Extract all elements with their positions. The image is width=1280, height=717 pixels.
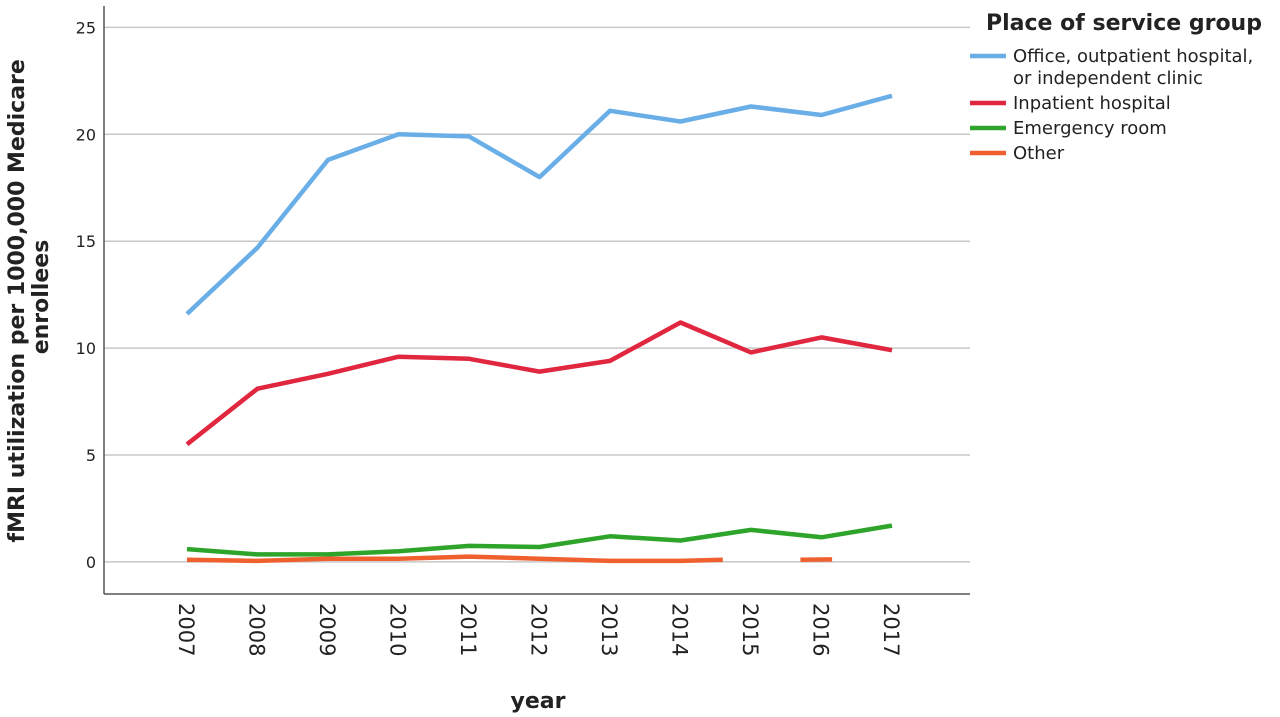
y-tick-label: 20 xyxy=(76,125,96,144)
legend-items: Office, outpatient hospital,or independe… xyxy=(970,46,1253,164)
legend: Place of service group Office, outpatien… xyxy=(970,11,1262,164)
x-tick-label: 2009 xyxy=(315,603,339,656)
series-line-1 xyxy=(185,320,893,447)
legend-label-0: or independent clinic xyxy=(1013,68,1203,89)
x-tick-label: 2007 xyxy=(174,603,198,656)
y-tick-label: 25 xyxy=(76,18,96,37)
x-tick-label: 2017 xyxy=(879,603,903,656)
legend-label-1: Inpatient hospital xyxy=(1013,93,1171,114)
series-line-0 xyxy=(185,93,893,316)
y-axis-ticks: 0 5 10 15 20 25 xyxy=(76,18,96,572)
y-axis-title: fMRI utilization per 1000,000 Medicare e… xyxy=(5,52,54,543)
series-line-3 xyxy=(186,554,723,564)
series-lines xyxy=(185,93,893,564)
x-tick-label: 2016 xyxy=(809,603,833,656)
x-tick-label: 2012 xyxy=(527,603,551,656)
x-tick-label: 2015 xyxy=(738,603,762,656)
legend-label-0: Office, outpatient hospital, xyxy=(1013,46,1253,67)
legend-label-2: Emergency room xyxy=(1013,118,1167,139)
legend-title: Place of service group xyxy=(986,11,1262,36)
x-axis-title: year xyxy=(511,689,566,714)
y-axis-title-line-2: enrollees xyxy=(29,240,54,355)
legend-label-3: Other xyxy=(1013,143,1065,164)
y-tick-label: 5 xyxy=(86,446,96,465)
gridlines xyxy=(104,26,970,563)
x-tick-label: 2014 xyxy=(668,603,692,656)
y-tick-label: 10 xyxy=(76,339,96,358)
x-tick-label: 2011 xyxy=(456,603,480,656)
y-axis-title-line-1: fMRI utilization per 1000,000 Medicare xyxy=(5,59,30,542)
x-tick-label: 2013 xyxy=(597,603,621,656)
y-tick-label: 0 xyxy=(86,553,96,572)
x-axis-ticks: 2007 2008 2009 2010 2011 2012 2013 2014 2015 2016… xyxy=(174,603,903,656)
x-tick-label: 2008 xyxy=(245,603,269,656)
series-line-2 xyxy=(186,523,893,557)
y-tick-label: 15 xyxy=(76,232,96,251)
x-tick-label: 2010 xyxy=(386,603,410,656)
